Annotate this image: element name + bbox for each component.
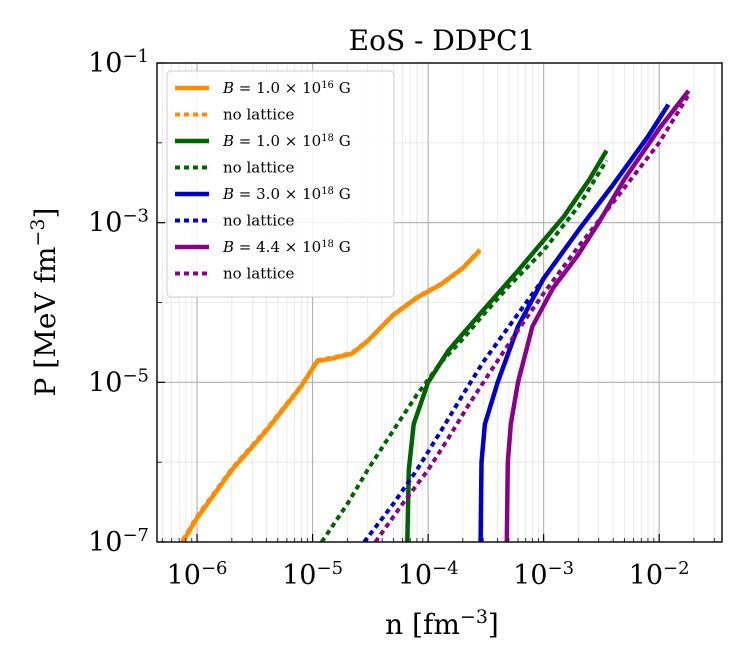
series-line-4 xyxy=(478,103,671,542)
legend-label-1: no lattice xyxy=(223,106,294,124)
y-tick-label: 10−1 xyxy=(88,46,149,80)
legend-label-7: no lattice xyxy=(223,265,294,283)
chart-title: EoS - DDPC1 xyxy=(349,24,536,57)
legend-label-0: B = 1.0 × 1016 G xyxy=(222,79,351,97)
y-tick-label: 10−3 xyxy=(88,205,149,239)
x-tick-label: 10−2 xyxy=(629,558,690,592)
series-line-7 xyxy=(373,93,691,542)
x-tick-label: 10−4 xyxy=(398,558,459,592)
legend: B = 1.0 × 1016 G no lattice B = 1.0 × 1018… xyxy=(166,70,395,298)
series-line-2 xyxy=(405,149,609,542)
legend-box xyxy=(166,70,395,298)
series-line-5 xyxy=(362,103,670,542)
series-line-1 xyxy=(180,248,482,542)
legend-label-6: B = 4.4 × 1018 G xyxy=(222,238,351,256)
legend-label-4: B = 3.0 × 1018 G xyxy=(222,185,351,203)
tick-labels: 10−6 10−5 10−4 10−3 10−2 10−7 10−5 10−3 10−1 xyxy=(88,46,690,592)
x-tick-label: 10−3 xyxy=(513,558,574,592)
axis-ticks xyxy=(157,62,715,543)
x-axis-label: n [fm−3] xyxy=(385,606,499,641)
series-line-6 xyxy=(504,89,691,542)
series-layer xyxy=(180,89,691,542)
y-tick-label: 10−7 xyxy=(88,525,149,559)
x-tick-label: 10−5 xyxy=(282,558,343,592)
legend-label-2: B = 1.0 × 1018 G xyxy=(222,132,351,150)
x-tick-label: 10−6 xyxy=(167,558,228,592)
legend-label-3: no lattice xyxy=(223,159,294,177)
legend-label-5: no lattice xyxy=(223,212,294,230)
y-tick-label: 10−5 xyxy=(88,365,149,399)
y-axis-label: P [MeV fm−3] xyxy=(27,208,62,397)
